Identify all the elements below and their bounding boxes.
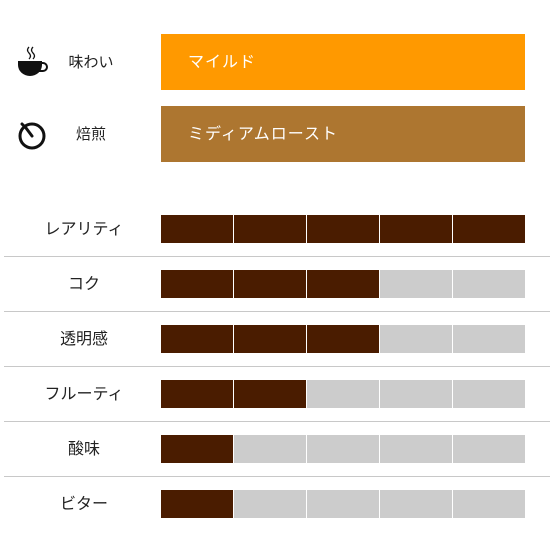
level-segment-empty [234,435,306,463]
roast-row: 焙煎 ミディアムロースト [0,106,550,162]
level-segment-empty [234,490,306,518]
flavor-row: 味わい マイルド [0,34,550,90]
attribute-label: コク [67,274,100,293]
level-segment-empty [380,435,452,463]
level-segment-filled [161,435,233,463]
level-segment-empty [453,380,525,408]
level-segment-filled [161,215,233,243]
level-segment-empty [307,490,379,518]
level-meter [161,215,525,243]
level-segment-filled [307,270,379,298]
level-segment-empty [307,435,379,463]
level-segment-filled [380,215,452,243]
attribute-label: 透明感 [59,329,108,348]
level-segment-filled [307,325,379,353]
level-segment-filled [307,215,379,243]
roast-label: 焙煎 [75,125,106,143]
level-segment-empty [380,380,452,408]
flavor-label: 味わい [68,53,114,71]
attribute-row: レアリティ [0,201,550,256]
attribute-row: フルーティ [0,366,550,421]
level-segment-empty [380,270,452,298]
level-meter [161,435,525,463]
attribute-label: 酸味 [67,439,100,458]
level-segment-filled [161,490,233,518]
attribute-row: 透明感 [0,311,550,366]
coffee-cup-icon [14,44,50,80]
row-divider [4,256,550,257]
level-segment-filled [234,380,306,408]
level-segment-filled [234,325,306,353]
level-segment-empty [453,435,525,463]
level-segment-filled [161,325,233,353]
roast-value-bar: ミディアムロースト [161,106,525,162]
row-divider [4,421,550,422]
level-segment-filled [234,270,306,298]
level-segment-filled [161,270,233,298]
level-meter [161,380,525,408]
level-segment-filled [161,380,233,408]
level-segment-empty [380,325,452,353]
row-divider [4,311,550,312]
attribute-row: 酸味 [0,421,550,476]
level-segment-filled [234,215,306,243]
stopwatch-icon [14,116,50,152]
level-meter [161,270,525,298]
flavor-value-bar: マイルド [161,34,525,90]
level-segment-filled [453,215,525,243]
level-segment-empty [453,270,525,298]
level-meter [161,490,525,518]
attribute-label: フルーティ [44,384,124,403]
row-divider [4,366,550,367]
attribute-label: レアリティ [44,219,124,238]
level-segment-empty [380,490,452,518]
attribute-row: コク [0,256,550,311]
level-segment-empty [453,325,525,353]
attribute-label: ビター [59,494,108,513]
attribute-row: ビター [0,476,550,531]
level-segment-empty [307,380,379,408]
level-segment-empty [453,490,525,518]
row-divider [4,476,550,477]
level-meter [161,325,525,353]
